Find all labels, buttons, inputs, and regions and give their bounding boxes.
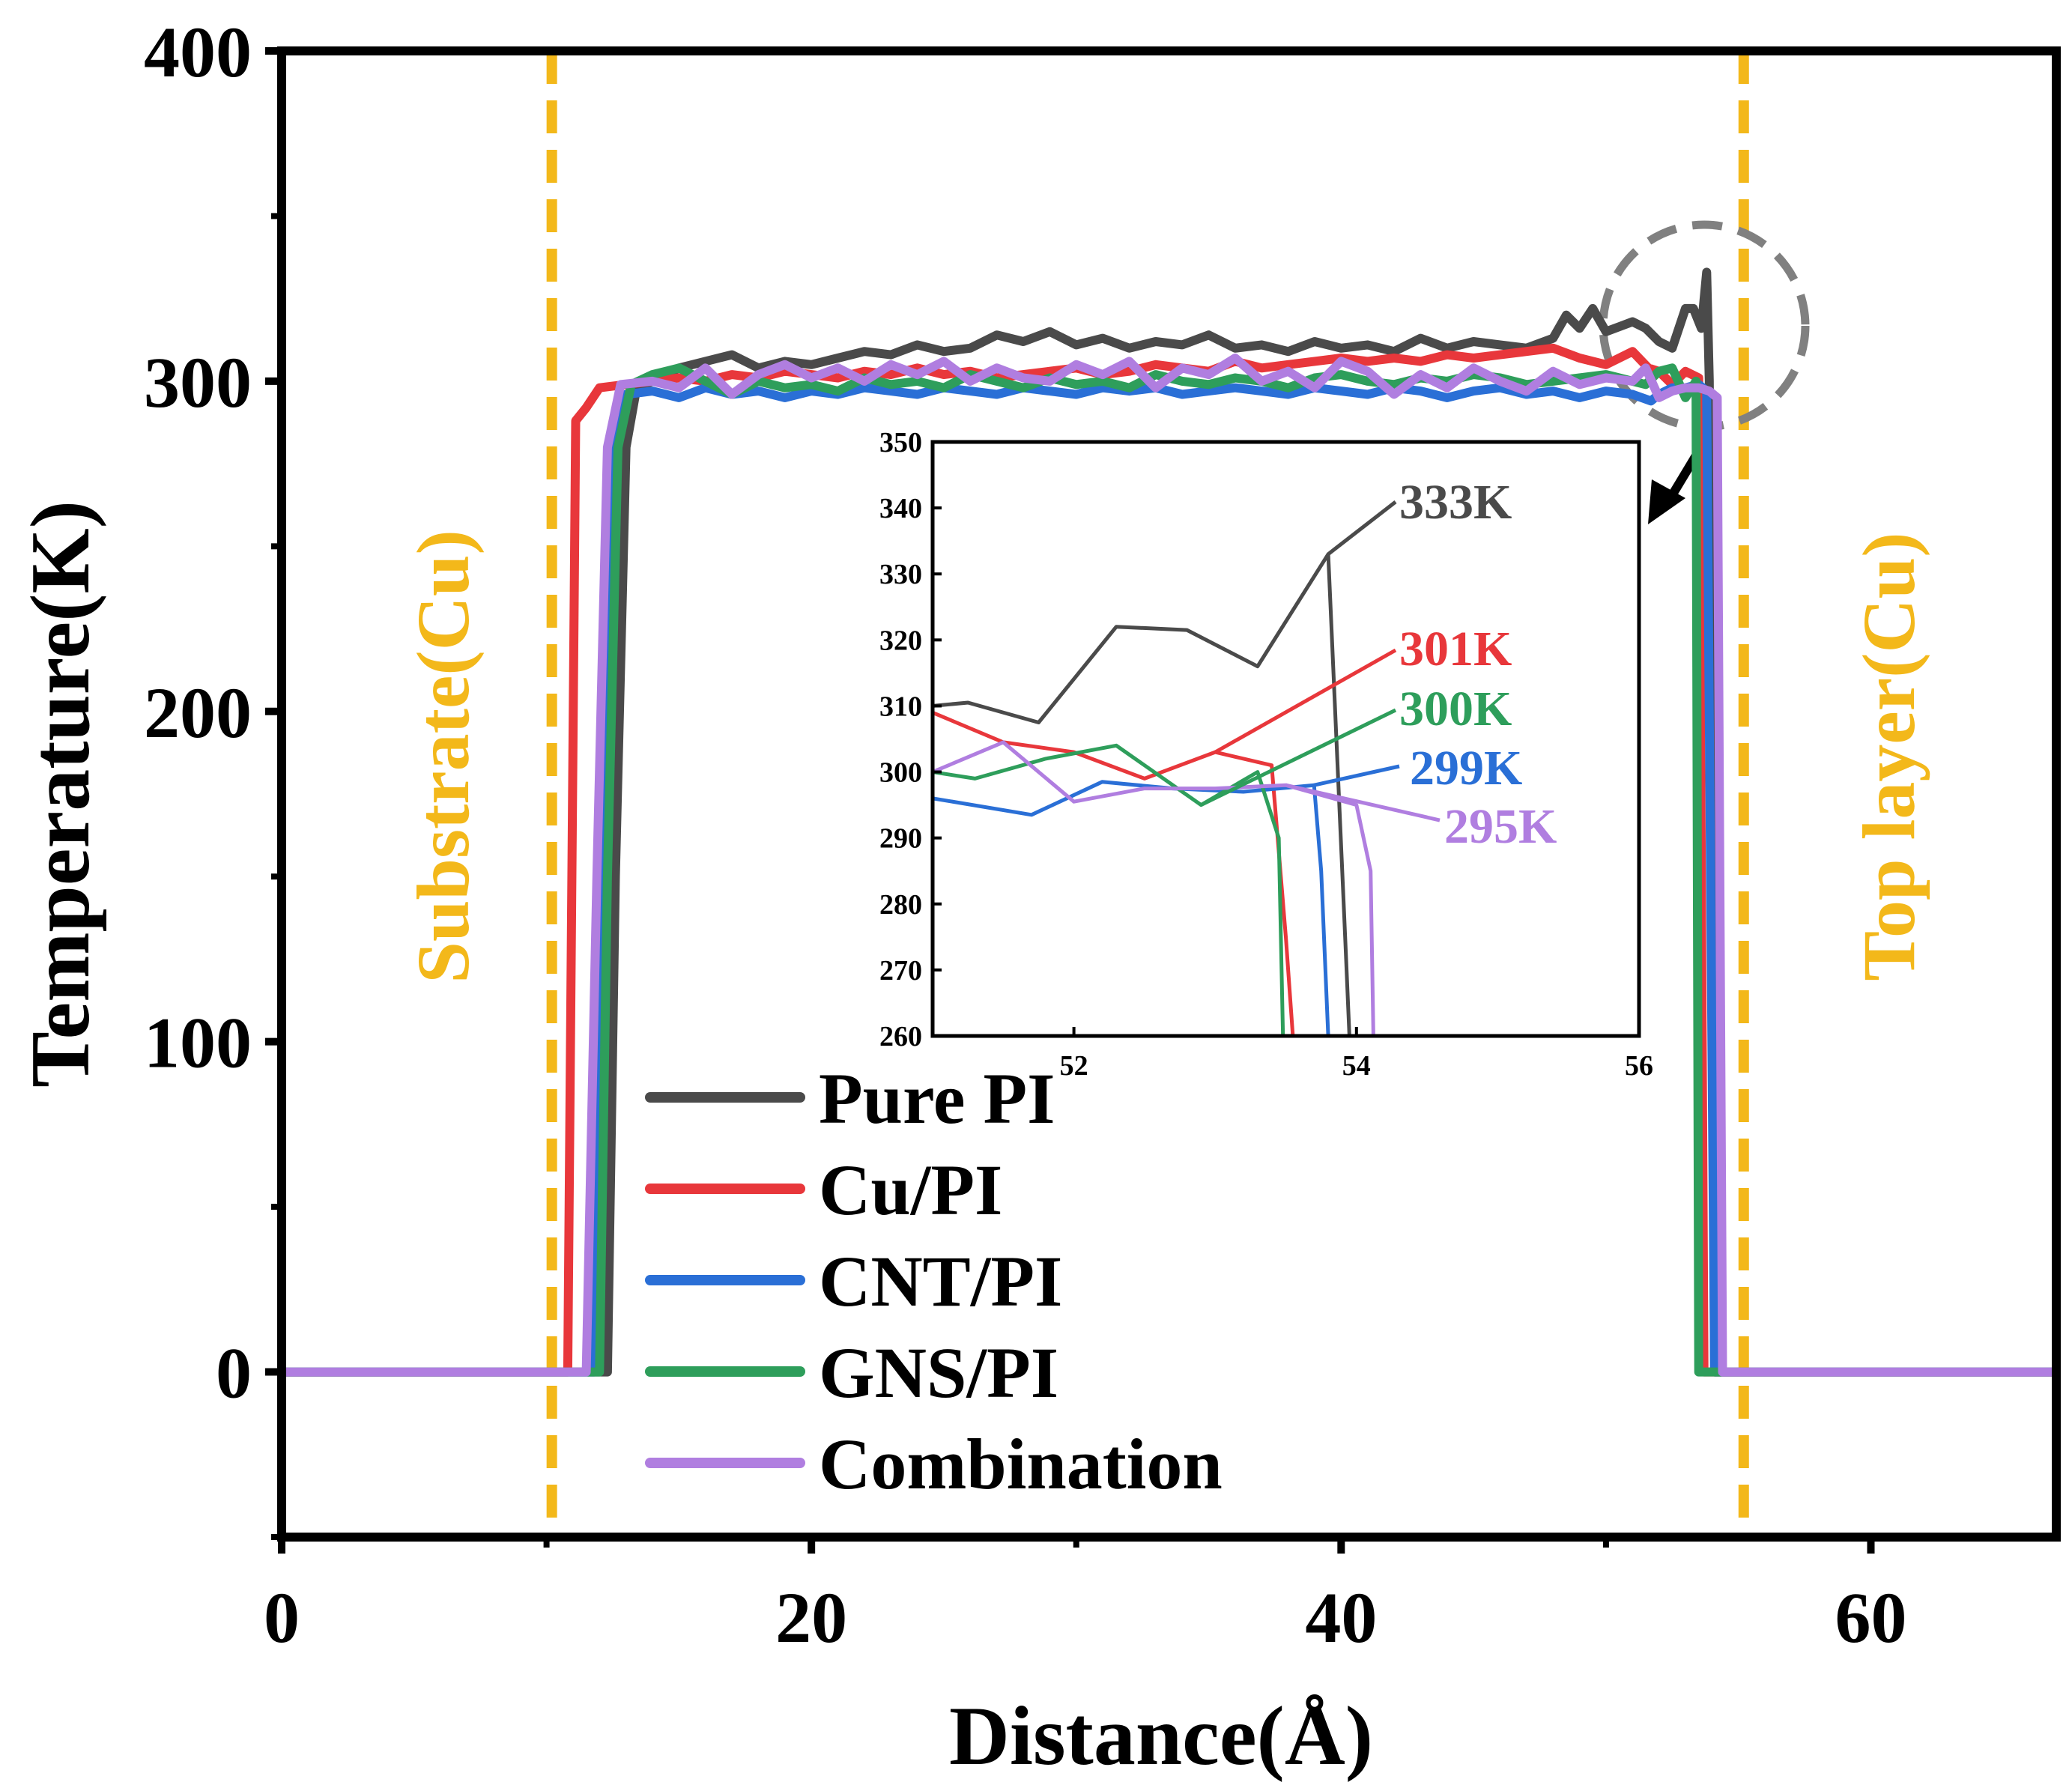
peak-leader-gns-pi — [1200, 708, 1397, 807]
top-layer-label: Top layer(Cu) — [1847, 532, 1930, 981]
peak-label-gns-pi: 300K — [1399, 682, 1512, 736]
x-tick-label: 0 — [264, 1578, 300, 1658]
inset-y-tick-label: 340 — [879, 493, 922, 524]
legend: Pure PI Cu/PI CNT/PI GNS/PI Combination — [645, 1058, 1223, 1504]
y-tick-label: 200 — [144, 673, 252, 753]
peak-leader-cu-pi — [1214, 648, 1397, 754]
inset-y-tick-label: 320 — [879, 625, 922, 656]
series-line-pure-pi — [282, 267, 2056, 1377]
legend-item-cnt-pi: CNT/PI — [645, 1241, 1062, 1321]
x-tick-label: 40 — [1305, 1578, 1377, 1658]
x-tick-label: 20 — [775, 1578, 847, 1658]
y-tick-label: 400 — [144, 12, 252, 92]
legend-item-gns-pi: GNS/PI — [645, 1333, 1058, 1413]
inset-frame — [930, 440, 1641, 1038]
series-line-combination — [282, 354, 2056, 1377]
peak-label-pure-pi: 333K — [1399, 475, 1512, 530]
substrate-label: Substrate(Cu) — [402, 530, 485, 984]
main-series-group — [282, 267, 2056, 1377]
legend-label: GNS/PI — [819, 1333, 1058, 1413]
legend-item-pure-pi: Pure PI — [645, 1058, 1055, 1139]
main-plot-background — [546, 51, 1810, 1537]
legend-label: Cu/PI — [819, 1150, 1002, 1230]
legend-label: Combination — [819, 1424, 1223, 1504]
inset-series-line-pure-pi — [933, 552, 1351, 1036]
inset-x-tick-label: 56 — [1625, 1050, 1653, 1082]
x-axis-label: Distance(Å) — [949, 1690, 1373, 1783]
inset-y-tick-label: 290 — [879, 823, 922, 855]
legend-item-cu-pi: Cu/PI — [645, 1150, 1002, 1230]
inset-series-line-cu-pi — [933, 710, 1295, 1036]
inset-y-tick-label: 270 — [879, 955, 922, 987]
peak-label-combination: 295K — [1444, 799, 1557, 854]
legend-label: Pure PI — [819, 1058, 1055, 1139]
inset-y-tick-label: 300 — [879, 757, 922, 789]
inset-y-tick-label: 330 — [879, 559, 922, 590]
main-plot-frame — [277, 46, 2061, 1542]
inset-x-tick-label: 54 — [1342, 1050, 1371, 1082]
y-tick-label: 100 — [144, 1003, 252, 1083]
peak-leader-pure-pi — [1327, 500, 1397, 556]
inset-y-tick-label: 260 — [879, 1021, 922, 1052]
peak-leader-combination — [1285, 783, 1441, 822]
x-tick-label: 60 — [1835, 1578, 1906, 1658]
zoom-arrow-head — [1648, 479, 1685, 524]
inset-y-tick-label: 310 — [879, 691, 922, 722]
peak-label-cu-pi: 301K — [1399, 622, 1512, 676]
legend-item-combination: Combination — [645, 1424, 1223, 1504]
inset-series-group — [933, 552, 1375, 1036]
inset-series-line-combination — [933, 740, 1375, 1036]
y-axis-label: Temperature(K) — [14, 500, 107, 1088]
inset-series-line-gns-pi — [933, 743, 1285, 1036]
main-axes: 0 20 40 60 0 100 200 300 400 — [144, 12, 2061, 1658]
y-tick-label: 0 — [216, 1333, 252, 1413]
inset-y-tick-label: 280 — [879, 889, 922, 921]
peak-label-cnt-pi: 299K — [1410, 741, 1522, 796]
inset-zoom-plot: 260 270 280 290 300 310 320 330 340 350 52 54 56 333K… — [879, 427, 1653, 1082]
inset-x-tick-label: 52 — [1060, 1050, 1088, 1082]
legend-label: CNT/PI — [819, 1241, 1062, 1321]
peak-leader-cnt-pi — [1313, 764, 1400, 787]
inset-y-tick-label: 350 — [879, 427, 922, 458]
y-tick-label: 300 — [144, 342, 252, 422]
